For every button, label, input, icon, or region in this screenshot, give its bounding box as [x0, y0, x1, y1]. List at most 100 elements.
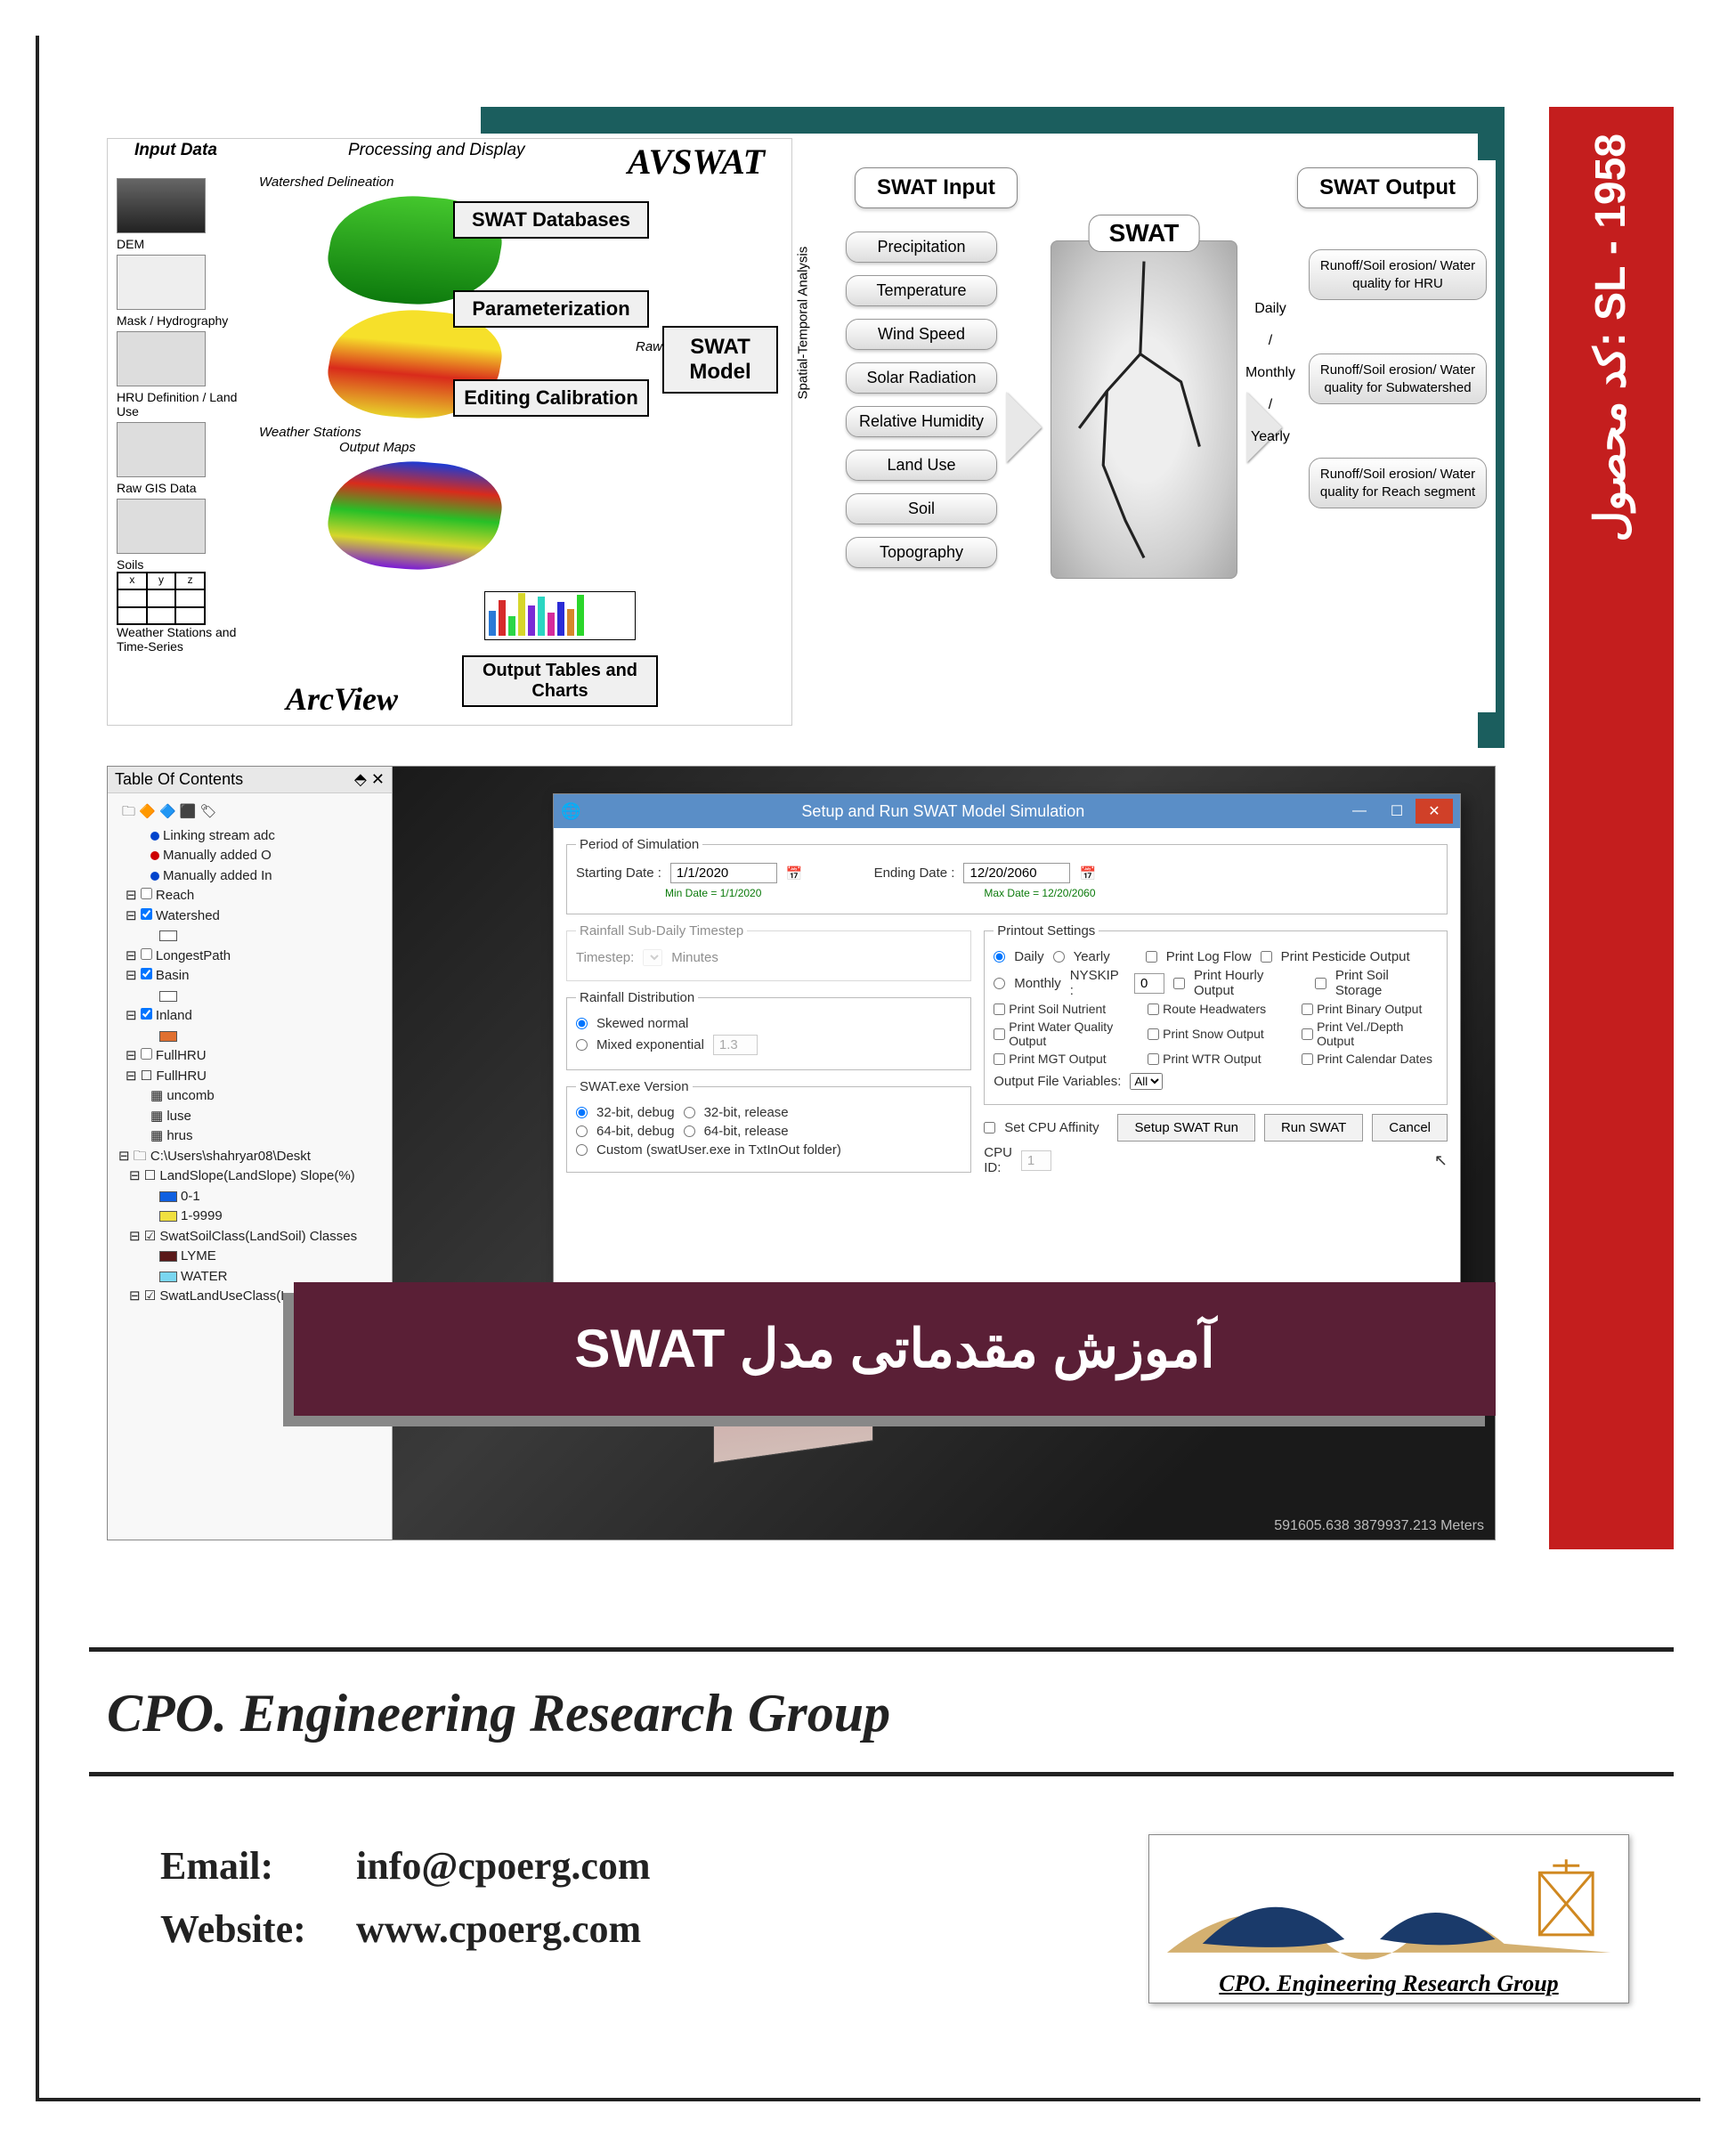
- cpu-affinity-check[interactable]: [984, 1122, 995, 1134]
- dem-label: DEM: [117, 237, 250, 251]
- mixed-exp-value[interactable]: [713, 1035, 758, 1055]
- printout-check[interactable]: [1148, 1053, 1159, 1065]
- nyskip-input[interactable]: [1134, 973, 1164, 994]
- bar: [567, 609, 574, 636]
- monthly-radio[interactable]: [994, 978, 1005, 989]
- skewed-normal-radio[interactable]: [576, 1018, 588, 1029]
- setup-swat-button[interactable]: Setup SWAT Run: [1117, 1114, 1254, 1142]
- cpu-id-label: CPU ID:: [984, 1145, 1012, 1175]
- printout-check-label: Print Water Quality Output: [994, 1020, 1130, 1048]
- exe-64dbg-label: 64-bit, debug: [596, 1124, 675, 1139]
- parameterization-box: Parameterization: [453, 290, 649, 328]
- swat-exe-fieldset: SWAT.exe Version 32-bit, debug 32-bit, r…: [566, 1079, 971, 1173]
- hru-label: HRU Definition / Land Use: [117, 390, 250, 418]
- printout-check-label: Route Headwaters: [1148, 1002, 1284, 1016]
- raw-label: Raw: [636, 339, 662, 354]
- toc-close-icon[interactable]: ✕: [371, 770, 385, 788]
- timestep-label: Timestep:: [576, 950, 634, 965]
- printout-check-label: Print MGT Output: [994, 1052, 1130, 1066]
- yearly-radio[interactable]: [1053, 951, 1065, 963]
- arrow-in-icon: [1006, 392, 1042, 463]
- cpu-id-input[interactable]: [1021, 1150, 1051, 1171]
- rainfall-dist-fieldset: Rainfall Distribution Skewed normal Mixe…: [566, 990, 971, 1070]
- frequency-column: Daily/Monthly/Yearly: [1245, 285, 1295, 461]
- globe-icon: 🌐: [561, 802, 580, 821]
- exe-32rel-radio[interactable]: [684, 1107, 695, 1118]
- minimize-button[interactable]: —: [1341, 799, 1378, 824]
- close-button[interactable]: ✕: [1416, 799, 1453, 824]
- swat-output-pill: Runoff/Soil erosion/ Water quality for R…: [1309, 458, 1487, 508]
- printout-check[interactable]: [1302, 1003, 1313, 1015]
- printout-check[interactable]: [994, 1053, 1005, 1065]
- printout-check[interactable]: [1148, 1028, 1159, 1040]
- printout-check-label: Print Soil Nutrient: [994, 1002, 1130, 1016]
- hourly-label: Print Hourly Output: [1194, 968, 1306, 998]
- dialog-titlebar[interactable]: 🌐 Setup and Run SWAT Model Simulation — …: [554, 794, 1460, 828]
- grid-x: x: [118, 573, 147, 589]
- calendar-icon[interactable]: 📅: [786, 865, 803, 882]
- swat-output-pill: Runoff/Soil erosion/ Water quality for H…: [1309, 249, 1487, 300]
- printout-check[interactable]: [1302, 1028, 1313, 1040]
- bar: [538, 597, 545, 636]
- window-buttons: — ☐ ✕: [1341, 799, 1453, 824]
- swat-input-pill: Precipitation: [846, 232, 997, 263]
- rainfall-timestep-fieldset: Rainfall Sub-Daily Timestep Timestep: Mi…: [566, 923, 971, 981]
- avswat-processing-header: Processing and Display: [348, 141, 525, 160]
- start-date-input[interactable]: [670, 863, 777, 883]
- start-date-label: Starting Date :: [576, 865, 661, 881]
- maximize-button[interactable]: ☐: [1378, 799, 1416, 824]
- exe-32dbg-label: 32-bit, debug: [596, 1105, 675, 1120]
- swat-input-pill: Soil: [846, 493, 997, 524]
- printout-check-label: Print Calendar Dates: [1302, 1052, 1438, 1066]
- yearly-label: Yearly: [1074, 949, 1110, 964]
- cpo-logo: CPO. Engineering Research Group: [1148, 1834, 1629, 2003]
- min-date-hint: Min Date = 1/1/2020: [665, 887, 761, 899]
- swat-input-pill: Wind Speed: [846, 319, 997, 350]
- multi-map: [320, 455, 508, 577]
- cancel-button[interactable]: Cancel: [1372, 1114, 1448, 1142]
- pesticide-label: Print Pesticide Output: [1281, 949, 1410, 964]
- printout-check[interactable]: [1148, 1003, 1159, 1015]
- frequency-label: Monthly: [1245, 365, 1295, 381]
- organization-title: CPO. Engineering Research Group: [107, 1683, 890, 1744]
- output-vars-label: Output File Variables:: [994, 1074, 1121, 1089]
- exe-custom-radio[interactable]: [576, 1144, 588, 1156]
- bar: [499, 600, 506, 636]
- logflow-check[interactable]: [1146, 951, 1157, 963]
- printout-check[interactable]: [1302, 1053, 1313, 1065]
- logo-text: CPO. Engineering Research Group: [1219, 1970, 1558, 2003]
- calendar-icon-2[interactable]: 📅: [1079, 865, 1096, 882]
- bar: [528, 605, 535, 636]
- printout-check[interactable]: [994, 1003, 1005, 1015]
- dialog-body: Period of Simulation Starting Date : 📅 E…: [554, 828, 1460, 1190]
- pesticide-check[interactable]: [1261, 951, 1272, 963]
- timestep-select[interactable]: [643, 949, 662, 966]
- max-date-hint: Max Date = 12/20/2060: [984, 887, 1095, 899]
- monthly-label: Monthly: [1014, 976, 1061, 991]
- run-swat-button[interactable]: Run SWAT: [1264, 1114, 1363, 1142]
- exe-32dbg-radio[interactable]: [576, 1107, 588, 1118]
- soilstorage-check[interactable]: [1315, 978, 1326, 989]
- bar: [508, 616, 515, 636]
- swat-center-map: SWAT: [1051, 240, 1237, 579]
- exe-64dbg-radio[interactable]: [576, 1125, 588, 1137]
- toc-pin-icon[interactable]: ⬘: [354, 770, 367, 788]
- end-date-input[interactable]: [963, 863, 1070, 883]
- swat-input-header: SWAT Input: [855, 167, 1018, 208]
- logflow-label: Print Log Flow: [1166, 949, 1252, 964]
- bar: [489, 611, 496, 636]
- output-vars-select[interactable]: All: [1130, 1073, 1163, 1090]
- printout-check-label: Print Binary Output: [1302, 1002, 1438, 1016]
- printout-legend: Printout Settings: [994, 923, 1099, 938]
- mixed-exp-radio[interactable]: [576, 1039, 588, 1051]
- daily-radio[interactable]: [994, 951, 1005, 963]
- banner-text: آموزش مقدماتی مدل SWAT: [574, 1318, 1214, 1380]
- printout-check[interactable]: [994, 1028, 1005, 1040]
- exe-64rel-radio[interactable]: [684, 1125, 695, 1137]
- nyskip-label: NYSKIP :: [1070, 968, 1125, 998]
- footer-rule-1: [89, 1647, 1674, 1652]
- rawgis-label: Raw GIS Data: [117, 481, 250, 495]
- hourly-check[interactable]: [1173, 978, 1185, 989]
- table-of-contents-panel: Table Of Contents ⬘ ✕ 🗀 🔶 🔷 ⬛ 🏷Linking s…: [108, 767, 393, 1540]
- frequency-label: Daily: [1245, 301, 1295, 317]
